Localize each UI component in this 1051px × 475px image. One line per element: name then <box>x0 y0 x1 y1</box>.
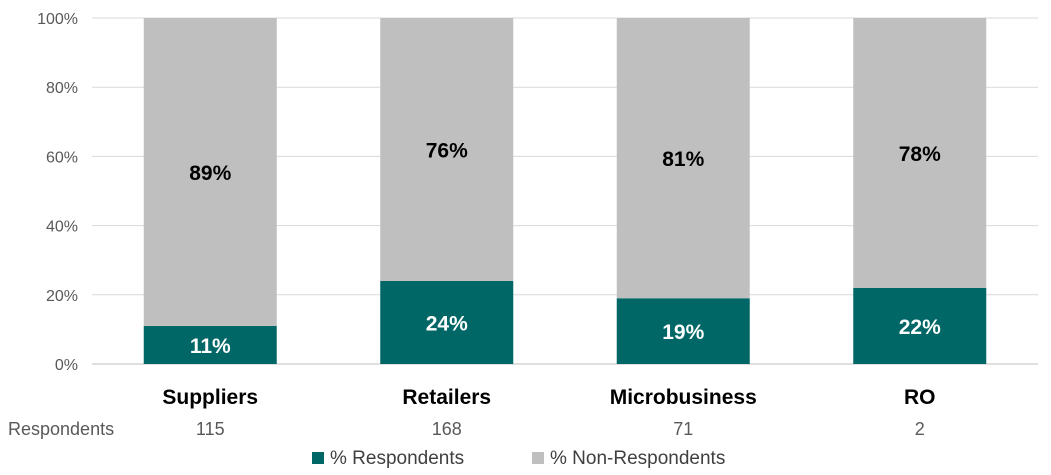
x-category-label: RO <box>904 386 936 409</box>
data-label: 24% <box>426 312 468 335</box>
data-label: 19% <box>662 321 704 344</box>
bar-respondents <box>143 325 277 364</box>
respondents-count: 168 <box>432 419 462 439</box>
x-category-label: Retailers <box>402 386 491 409</box>
data-label: 89% <box>189 162 231 185</box>
bar-respondents <box>853 287 987 364</box>
legend-swatch <box>312 452 324 464</box>
data-label: 11% <box>190 335 231 358</box>
y-tick-label: 60% <box>46 149 78 166</box>
x-category-label: Microbusiness <box>610 386 757 409</box>
legend-entry: % Respondents <box>330 448 464 469</box>
y-tick-label: 100% <box>37 11 78 28</box>
y-axis: 0% 20% 40% 60% 80% 100% <box>37 11 78 374</box>
y-tick-label: 40% <box>46 219 78 236</box>
x-axis: Suppliers Retailers Microbusiness RO <box>162 386 935 409</box>
y-tick-label: 80% <box>46 80 78 97</box>
bars <box>143 18 987 364</box>
y-tick-label: 0% <box>55 357 78 374</box>
bar-non-respondents <box>616 18 750 299</box>
respondents-count: 71 <box>673 419 693 439</box>
bar-non-respondents <box>380 18 514 281</box>
bar-respondents <box>616 298 750 364</box>
bar-non-respondents <box>853 18 987 288</box>
bar-respondents <box>380 280 514 364</box>
bar-non-respondents <box>143 18 277 326</box>
data-labels: 11% 89% 24% 76% 19% 81% 22% 78% <box>189 139 941 357</box>
data-label: 22% <box>899 316 941 339</box>
data-label: 78% <box>899 143 941 166</box>
respondents-count: 2 <box>915 419 925 439</box>
y-tick-label: 20% <box>46 288 78 305</box>
respondents-row: Respondents 115 168 71 2 <box>8 419 925 439</box>
data-label: 81% <box>662 148 704 171</box>
respondents-row-label: Respondents <box>8 419 114 439</box>
legend-entry: % Non-Respondents <box>550 448 725 469</box>
data-label: 76% <box>426 139 468 162</box>
respondents-count: 115 <box>196 419 225 439</box>
legend-swatch <box>532 452 544 464</box>
x-category-label: Suppliers <box>162 386 258 409</box>
legend: % Respondents % Non-Respondents <box>312 448 725 469</box>
